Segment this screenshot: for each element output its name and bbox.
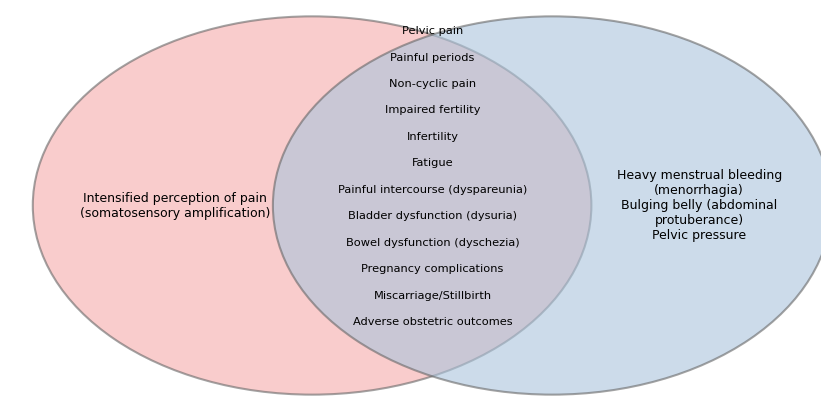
Text: Bladder dysfunction (dysuria): Bladder dysfunction (dysuria): [348, 211, 517, 221]
Text: Pregnancy complications: Pregnancy complications: [361, 264, 503, 274]
Text: Intensified perception of pain
(somatosensory amplification): Intensified perception of pain (somatose…: [79, 192, 270, 219]
Text: Heavy menstrual bleeding
(menorrhagia)
Bulging belly (abdominal
protuberance)
Pe: Heavy menstrual bleeding (menorrhagia) B…: [616, 169, 781, 242]
Text: Miscarriage/Stillbirth: Miscarriage/Stillbirth: [373, 291, 491, 301]
Text: Pelvic pain: Pelvic pain: [402, 26, 463, 36]
Text: Fatigue: Fatigue: [412, 158, 453, 169]
Text: Non-cyclic pain: Non-cyclic pain: [388, 79, 475, 89]
Text: Infertility: Infertility: [407, 132, 458, 142]
Ellipse shape: [33, 16, 590, 395]
Ellipse shape: [272, 16, 828, 395]
Text: Impaired fertility: Impaired fertility: [384, 106, 479, 115]
Text: Bowel dysfunction (dyschezia): Bowel dysfunction (dyschezia): [345, 238, 519, 248]
Text: Adverse obstetric outcomes: Adverse obstetric outcomes: [353, 317, 512, 327]
Text: Painful periods: Painful periods: [390, 53, 474, 62]
Text: Painful intercourse (dyspareunia): Painful intercourse (dyspareunia): [338, 185, 527, 195]
